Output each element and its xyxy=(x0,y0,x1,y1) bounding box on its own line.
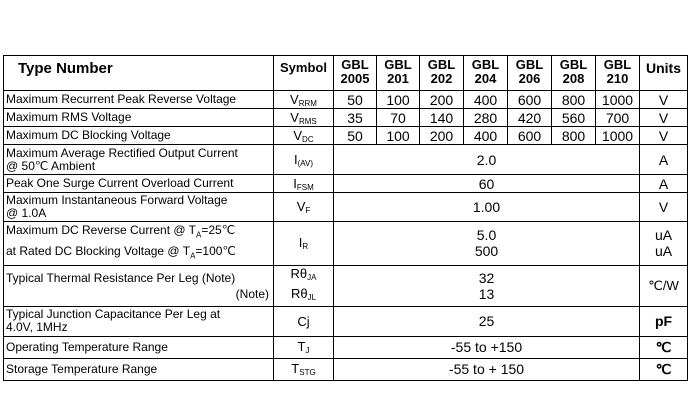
vdc-value: 800 xyxy=(551,126,596,145)
vdc-label: Maximum DC Blocking Voltage xyxy=(3,126,274,145)
vdc-value: 600 xyxy=(507,126,552,145)
tstg-value: -55 to + 150 xyxy=(333,357,640,381)
vrrm-value: 100 xyxy=(376,90,420,109)
vrms-label: Maximum RMS Voltage xyxy=(3,108,274,127)
vrms-value: 420 xyxy=(507,108,552,127)
vrrm-value: 200 xyxy=(419,90,464,109)
cj-label: Typical Junction Capacitance Per Leg at 4… xyxy=(3,305,274,337)
vrms-unit: V xyxy=(639,108,688,127)
tstg-label: Storage Temperature Range xyxy=(3,357,274,381)
vrms-value: 560 xyxy=(551,108,596,127)
ratings-table: Type Number Symbol GBL 2005 GBL 201 GBL 202… xyxy=(3,55,688,381)
vrms-value: 35 xyxy=(333,108,377,127)
vrrm-value: 1000 xyxy=(595,90,640,109)
vrrm-unit: V xyxy=(639,90,688,109)
vrrm-symbol: VRRM xyxy=(273,90,334,109)
vrrm-value: 600 xyxy=(507,90,552,109)
tj-label: Operating Temperature Range xyxy=(3,335,274,359)
vrms-value: 70 xyxy=(376,108,420,127)
ifsm-label: Peak One Surge Current Overload Current xyxy=(3,174,274,193)
cj-unit: pF xyxy=(639,305,688,337)
model-header-gbl202: GBL 202 xyxy=(419,55,464,91)
vdc-value: 200 xyxy=(419,126,464,145)
row-cj: Typical Junction Capacitance Per Leg at 4… xyxy=(3,305,688,337)
model-header-gbl208: GBL 208 xyxy=(551,55,596,91)
ifsm-symbol: IFSM xyxy=(273,174,334,193)
vdc-value: 1000 xyxy=(595,126,640,145)
row-vrms: Maximum RMS Voltage VRMS 35 70 140 280 4… xyxy=(3,108,688,127)
vf-value: 1.00 xyxy=(333,192,640,222)
rth-label: Typical Thermal Resistance Per Leg (Note… xyxy=(3,264,274,307)
vdc-unit: V xyxy=(639,126,688,145)
tj-symbol: TJ xyxy=(273,335,334,359)
vdc-symbol: VDC xyxy=(273,126,334,145)
row-vf: Maximum Instantaneous Forward Voltage @ 1… xyxy=(3,192,688,222)
iav-label: Maximum Average Rectified Output Current… xyxy=(3,144,274,175)
cj-symbol: Cj xyxy=(273,305,334,337)
header-row: Type Number Symbol GBL 2005 GBL 201 GBL 202… xyxy=(3,55,688,91)
vrrm-value: 800 xyxy=(551,90,596,109)
vrms-value: 700 xyxy=(595,108,640,127)
type-number-header: Type Number xyxy=(3,55,274,91)
tstg-symbol: TSTG xyxy=(273,357,334,381)
ir-label: Maximum DC Reverse Current @ TA=25℃ at Ra… xyxy=(3,221,274,266)
rth-symbol: RθJA RθJL xyxy=(273,264,334,307)
vdc-value: 50 xyxy=(333,126,377,145)
rth-values: 32 13 xyxy=(333,264,640,307)
vf-unit: V xyxy=(639,192,688,222)
row-tstg: Storage Temperature Range TSTG -55 to + … xyxy=(3,357,688,381)
model-header-gbl2005: GBL 2005 xyxy=(333,55,377,91)
vrms-value: 280 xyxy=(463,108,508,127)
row-iav: Maximum Average Rectified Output Current… xyxy=(3,144,688,175)
model-header-gbl204: GBL 204 xyxy=(463,55,508,91)
vrms-symbol: VRMS xyxy=(273,108,334,127)
tj-value: -55 to +150 xyxy=(333,335,640,359)
model-header-gbl210: GBL 210 xyxy=(595,55,640,91)
row-tj: Operating Temperature Range TJ -55 to +1… xyxy=(3,335,688,359)
ir-symbol: IR xyxy=(273,221,334,266)
row-ifsm: Peak One Surge Current Overload Current … xyxy=(3,174,688,193)
vrrm-value: 400 xyxy=(463,90,508,109)
ifsm-value: 60 xyxy=(333,174,640,193)
model-header-gbl201: GBL 201 xyxy=(376,55,420,91)
vdc-value: 100 xyxy=(376,126,420,145)
vrms-value: 140 xyxy=(419,108,464,127)
rth-unit: ℃/W xyxy=(639,264,688,307)
row-vrrm: Maximum Recurrent Peak Reverse Voltage V… xyxy=(3,90,688,109)
iav-value: 2.0 xyxy=(333,144,640,175)
vrrm-label: Maximum Recurrent Peak Reverse Voltage xyxy=(3,90,274,109)
symbol-header: Symbol xyxy=(273,55,334,91)
vf-label: Maximum Instantaneous Forward Voltage @ 1… xyxy=(3,192,274,222)
iav-unit: A xyxy=(639,144,688,175)
vrrm-value: 50 xyxy=(333,90,377,109)
vdc-value: 400 xyxy=(463,126,508,145)
ir-units: uA uA xyxy=(639,221,688,266)
tj-unit: ℃ xyxy=(639,335,688,359)
ir-values: 5.0 500 xyxy=(333,221,640,266)
iav-symbol: I(AV) xyxy=(273,144,334,175)
vf-symbol: VF xyxy=(273,192,334,222)
row-vdc: Maximum DC Blocking Voltage VDC 50 100 2… xyxy=(3,126,688,145)
ifsm-unit: A xyxy=(639,174,688,193)
row-ir: Maximum DC Reverse Current @ TA=25℃ at Ra… xyxy=(3,221,688,266)
row-rth: Typical Thermal Resistance Per Leg (Note… xyxy=(3,264,688,307)
cj-value: 25 xyxy=(333,305,640,337)
units-header: Units xyxy=(639,55,688,91)
model-header-gbl206: GBL 206 xyxy=(507,55,552,91)
tstg-unit: ℃ xyxy=(639,357,688,381)
